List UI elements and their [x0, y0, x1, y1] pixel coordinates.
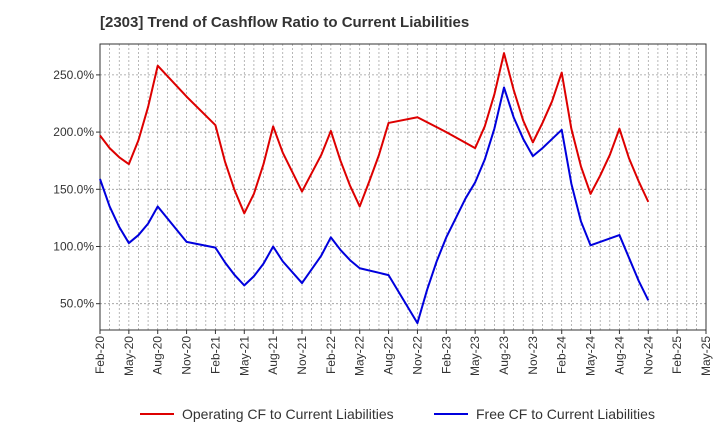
x-tick-label: May-22 — [353, 336, 367, 376]
x-tick-label: Feb-25 — [670, 336, 684, 374]
x-tick-label: Nov-20 — [180, 336, 194, 375]
x-tick-label: Aug-20 — [151, 336, 165, 375]
x-tick-label: Aug-23 — [497, 336, 511, 375]
x-tick-label: May-21 — [237, 336, 251, 376]
y-tick-label: 50.0% — [60, 297, 94, 311]
x-tick-label: Feb-21 — [208, 336, 222, 374]
x-tick-label: May-24 — [584, 336, 598, 376]
x-tick-label: Aug-22 — [382, 336, 396, 375]
series-layer — [99, 52, 650, 325]
chart-title: [2303] Trend of Cashflow Ratio to Curren… — [100, 14, 470, 31]
x-axis: Feb-20 May-20 Aug-20 Nov-20 Feb-21 May-21 Aug-… — [93, 330, 713, 376]
x-tick-label: Nov-21 — [295, 336, 309, 375]
grid — [99, 44, 707, 330]
y-axis: 50.0% 100.0% 150.0% 200.0% 250.0% — [53, 68, 100, 311]
x-tick-label: Aug-21 — [266, 336, 280, 375]
y-tick-label: 100.0% — [53, 239, 94, 253]
x-tick-label: May-23 — [468, 336, 482, 376]
series-line-operating-cf — [99, 52, 650, 215]
y-tick-label: 250.0% — [53, 68, 94, 82]
y-tick-label: 150.0% — [53, 182, 94, 196]
x-tick-label: Feb-22 — [324, 336, 338, 374]
x-tick-label: May-25 — [699, 336, 713, 376]
series-line-free-cf — [99, 86, 650, 325]
x-tick-label: Nov-24 — [641, 336, 655, 375]
legend: Operating CF to Current Liabilities Free … — [140, 406, 655, 422]
x-tick-label: Feb-24 — [555, 336, 569, 374]
x-tick-label: Feb-20 — [93, 336, 107, 374]
legend-label: Operating CF to Current Liabilities — [182, 406, 394, 422]
x-tick-label: Nov-23 — [526, 336, 540, 375]
x-tick-label: Aug-24 — [612, 336, 626, 375]
plot-frame — [99, 43, 707, 331]
x-tick-label: Feb-23 — [439, 336, 453, 374]
legend-label: Free CF to Current Liabilities — [476, 406, 655, 422]
y-tick-label: 200.0% — [53, 125, 94, 139]
x-tick-label: Nov-22 — [410, 336, 424, 375]
x-tick-label: May-20 — [122, 336, 136, 376]
